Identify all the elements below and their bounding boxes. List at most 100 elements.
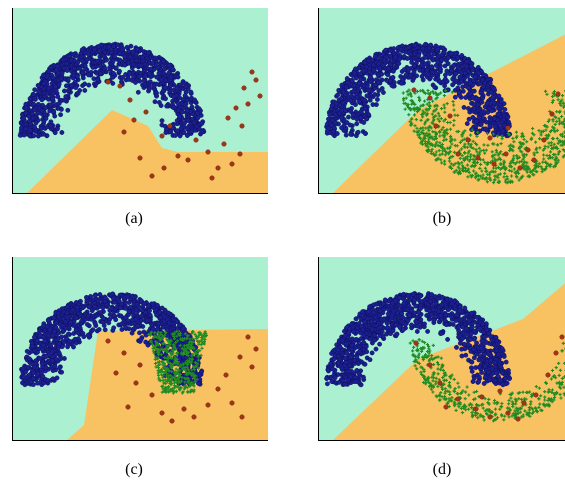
moon-point	[157, 310, 163, 315]
generated-point	[559, 121, 564, 125]
moon-point	[191, 120, 197, 126]
moon-point	[82, 63, 88, 69]
sparse-point	[541, 137, 547, 143]
generated-point	[466, 175, 470, 179]
moon-point	[63, 319, 69, 324]
generated-point	[449, 155, 453, 159]
generated-point	[409, 92, 413, 96]
moon-point	[403, 72, 409, 78]
generated-point	[420, 139, 425, 143]
generated-point	[502, 175, 506, 179]
sparse-point	[117, 83, 123, 89]
moon-point	[195, 115, 201, 121]
moon-point	[112, 54, 117, 59]
generated-point	[463, 142, 467, 146]
moon-point	[377, 341, 382, 347]
moon-point	[356, 99, 362, 104]
moon-point	[159, 118, 165, 124]
moon-point	[54, 67, 59, 73]
generated-point	[463, 168, 468, 172]
moon-point	[146, 50, 151, 56]
generated-point	[163, 386, 167, 391]
moon-point	[396, 57, 402, 62]
generated-point	[177, 368, 181, 372]
generated-point	[476, 130, 480, 134]
moon-point	[350, 112, 356, 118]
moon-point	[338, 96, 344, 101]
moon-point	[435, 46, 441, 52]
generated-point	[421, 142, 425, 146]
moon-point	[181, 130, 187, 136]
moon-point	[437, 79, 443, 85]
generated-point	[431, 152, 435, 156]
panel-c	[12, 257, 268, 441]
generated-point	[418, 99, 422, 103]
generated-point	[532, 153, 536, 157]
generated-point	[180, 337, 184, 341]
moon-point	[46, 68, 52, 74]
generated-point	[503, 171, 507, 175]
moon-point	[166, 70, 172, 76]
sparse-point	[113, 370, 119, 376]
moon-point	[150, 301, 156, 307]
generated-point	[552, 126, 556, 130]
moon-point	[40, 342, 46, 348]
moon-point	[36, 89, 42, 94]
moon-point	[324, 381, 330, 387]
generated-point	[544, 165, 549, 169]
generated-point	[150, 343, 155, 347]
generated-point	[429, 135, 433, 139]
generated-point	[511, 149, 515, 153]
generated-point	[534, 140, 538, 144]
generated-point	[462, 137, 466, 141]
moon-point	[174, 86, 180, 92]
generated-point	[187, 381, 191, 385]
moon-point	[96, 327, 102, 332]
moon-point	[426, 316, 432, 322]
generated-point	[478, 174, 483, 178]
moon-point	[483, 126, 489, 132]
moon-point	[73, 340, 79, 346]
generated-point	[554, 116, 558, 120]
generated-point	[557, 119, 562, 123]
generated-point	[424, 144, 428, 148]
generated-point	[169, 383, 173, 387]
generated-point	[427, 137, 431, 141]
generated-point	[413, 124, 417, 128]
generated-point	[181, 366, 185, 370]
sparse-point	[137, 362, 143, 368]
moon-point	[380, 63, 386, 68]
generated-point	[483, 166, 487, 170]
sparse-point	[517, 165, 523, 171]
generated-point	[535, 146, 539, 150]
moon-point	[341, 89, 346, 95]
generated-point	[563, 139, 565, 143]
moon-point	[353, 75, 359, 81]
generated-point	[543, 146, 547, 151]
generated-point	[425, 113, 429, 117]
generated-point	[183, 368, 188, 372]
moon-point	[398, 47, 404, 52]
generated-point	[440, 107, 444, 111]
moon-point	[72, 79, 78, 85]
generated-point	[557, 122, 561, 126]
generated-point	[479, 149, 483, 153]
moon-point	[459, 64, 465, 69]
generated-point	[532, 168, 536, 172]
generated-point	[431, 99, 435, 103]
moon-point	[452, 94, 458, 100]
moon-point	[102, 327, 108, 333]
generated-point	[194, 335, 198, 339]
sparse-point	[215, 386, 221, 392]
generated-point	[550, 136, 555, 141]
series-generated	[147, 329, 208, 395]
moon-point	[51, 315, 57, 321]
moon-point	[182, 93, 188, 99]
sparse-point	[233, 105, 239, 111]
moon-point	[441, 49, 447, 55]
generated-point	[439, 91, 443, 95]
moon-point	[82, 81, 88, 87]
sparse-point	[137, 155, 143, 161]
moon-point	[85, 322, 90, 327]
generated-point	[189, 342, 194, 346]
